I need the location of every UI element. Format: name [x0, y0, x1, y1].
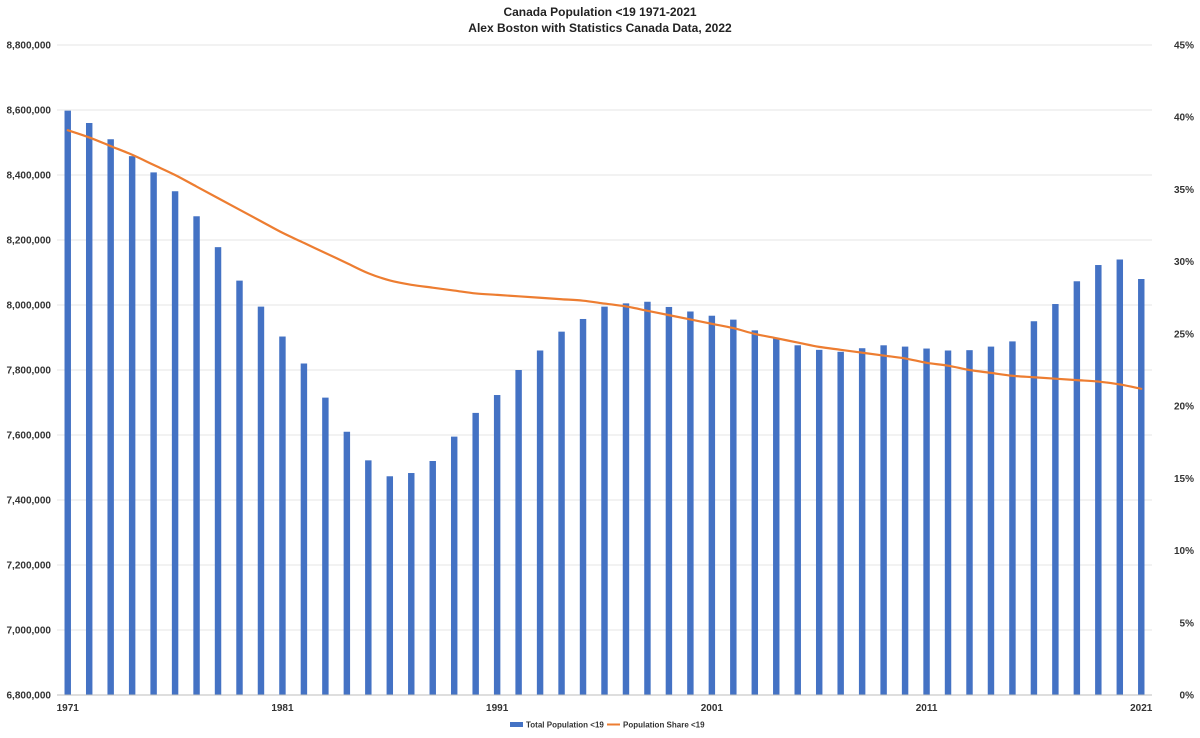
x-tick-label: 1971: [57, 703, 80, 714]
right-tick-label: 30%: [1174, 257, 1194, 268]
legend: Total Population <19 Population Share <1…: [510, 721, 705, 730]
x-tick-label: 2011: [916, 703, 938, 714]
bar: [450, 436, 458, 695]
left-tick-label: 8,600,000: [7, 106, 52, 117]
bar: [708, 315, 716, 695]
line-series-population-share: [66, 129, 1143, 390]
bar: [214, 247, 222, 695]
right-y-axis: 0% 5% 10% 15% 20% 25% 30% 35% 40% 45%: [1174, 41, 1194, 702]
bar: [1030, 321, 1038, 695]
x-tick-label: 2021: [1130, 703, 1153, 714]
bar: [622, 303, 630, 695]
bar: [128, 156, 136, 695]
bar: [193, 216, 200, 695]
right-tick-label: 0%: [1180, 691, 1195, 702]
x-axis: 1971 1981 1991 2001 2011 2021: [57, 694, 1153, 714]
bar: [794, 345, 801, 695]
bar: [751, 330, 759, 695]
right-tick-label: 20%: [1174, 402, 1194, 413]
left-tick-label: 7,000,000: [7, 626, 52, 637]
bar: [665, 306, 673, 695]
bar: [300, 363, 308, 695]
bar: [858, 348, 866, 695]
bar: [901, 346, 909, 695]
right-tick-label: 35%: [1174, 185, 1194, 196]
right-tick-label: 45%: [1174, 41, 1194, 52]
legend-swatch-total-population: [510, 722, 523, 727]
legend-label-total-population: Total Population <19: [526, 721, 604, 730]
bar: [644, 301, 651, 695]
legend-label-population-share: Population Share <19: [623, 721, 705, 730]
bar: [236, 280, 243, 695]
bar: [107, 139, 114, 695]
bar: [1052, 304, 1059, 695]
bar: [343, 431, 351, 695]
left-tick-label: 7,600,000: [7, 431, 52, 442]
bar: [1009, 341, 1016, 695]
right-tick-label: 40%: [1174, 113, 1194, 124]
bar: [279, 336, 286, 695]
bar: [730, 319, 737, 695]
left-y-axis: 6,800,000 7,000,000 7,200,000 7,400,000 7,60…: [7, 41, 52, 702]
bar: [150, 172, 157, 695]
left-tick-label: 6,800,000: [7, 691, 52, 702]
right-tick-label: 10%: [1174, 546, 1194, 557]
bar: [687, 311, 694, 695]
left-tick-label: 8,800,000: [7, 41, 52, 52]
bar: [322, 397, 329, 695]
chart-title: Canada Population <19 1971-2021: [503, 5, 696, 19]
bar: [1138, 279, 1145, 695]
left-tick-label: 7,400,000: [7, 496, 52, 507]
right-tick-label: 15%: [1174, 474, 1194, 485]
left-tick-label: 8,400,000: [7, 171, 52, 182]
x-tick-label: 1981: [271, 703, 294, 714]
left-tick-label: 7,800,000: [7, 366, 52, 377]
right-tick-label: 5%: [1180, 618, 1195, 629]
bar: [966, 350, 973, 695]
bar: [408, 473, 415, 695]
x-tick-label: 1991: [486, 703, 509, 714]
bar: [579, 318, 587, 695]
chart-title-block: Canada Population <19 1971-2021 Alex Bos…: [468, 5, 732, 35]
x-tick-label: 2001: [701, 703, 724, 714]
bar: [515, 370, 522, 695]
bar: [64, 110, 71, 695]
bar: [85, 123, 93, 695]
bar: [558, 331, 565, 695]
left-tick-label: 7,200,000: [7, 561, 52, 572]
right-tick-label: 25%: [1174, 329, 1194, 340]
bar: [1095, 265, 1102, 695]
left-tick-label: 8,000,000: [7, 301, 52, 312]
bar: [601, 306, 608, 695]
bar-series-total-population: [64, 110, 1145, 695]
bar: [1073, 281, 1081, 695]
bar: [815, 349, 823, 695]
bar: [773, 338, 780, 695]
bar: [429, 461, 436, 695]
bar: [536, 350, 544, 695]
left-tick-label: 8,200,000: [7, 236, 52, 247]
bar: [944, 350, 952, 695]
bar: [257, 306, 265, 695]
bar: [472, 412, 479, 695]
bar: [493, 395, 501, 695]
population-share-line: [66, 129, 1143, 390]
bar: [880, 345, 887, 695]
bar: [365, 460, 372, 695]
bar: [987, 346, 995, 695]
bar: [171, 191, 179, 695]
chart-subtitle: Alex Boston with Statistics Canada Data,…: [468, 21, 732, 35]
bar: [923, 348, 930, 695]
bar: [1116, 259, 1124, 695]
bar: [386, 476, 394, 695]
bar: [837, 351, 844, 695]
